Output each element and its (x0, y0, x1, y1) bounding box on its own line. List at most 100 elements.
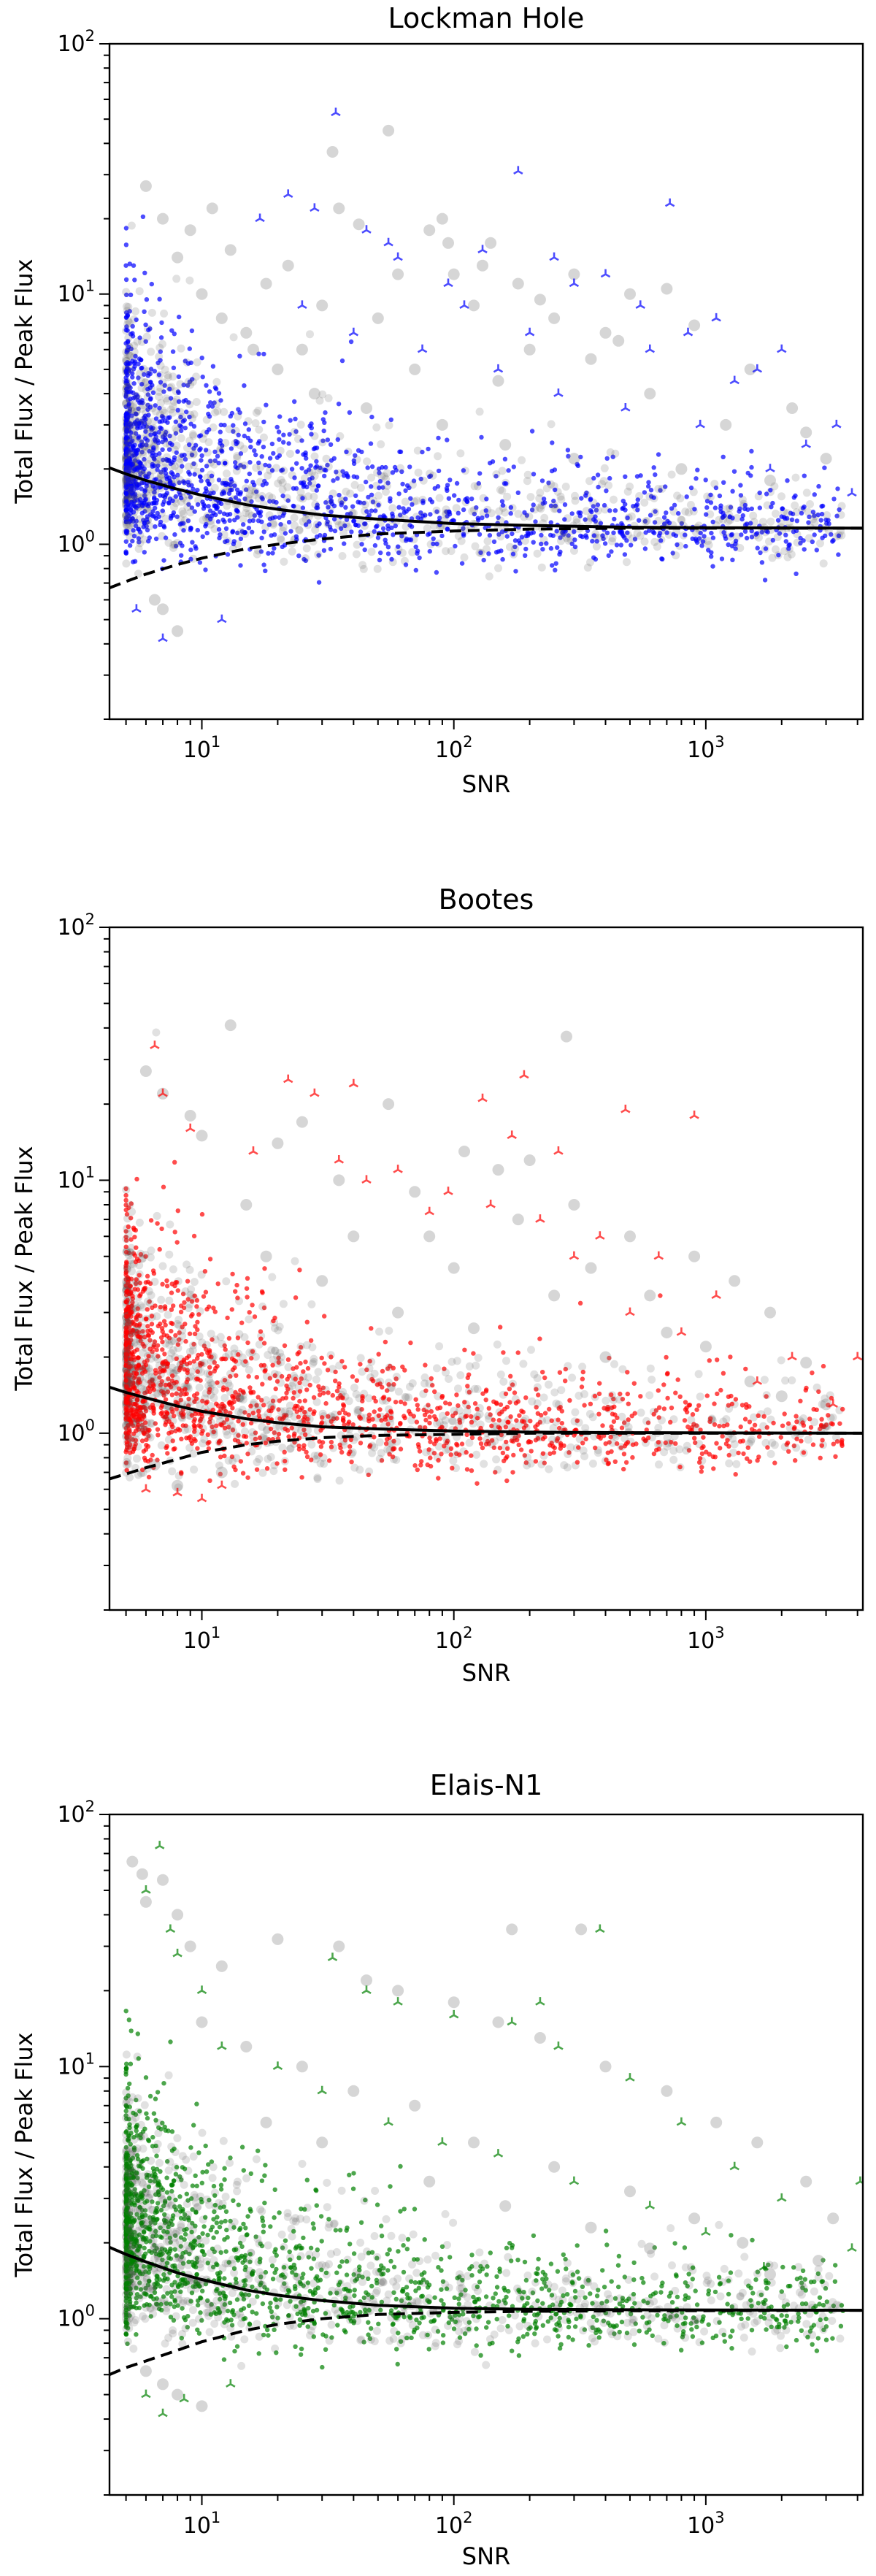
dense-point (764, 491, 769, 497)
dense-point (234, 1408, 243, 1417)
dense-point (170, 1321, 175, 1327)
dense-point (176, 390, 181, 395)
dense-point (218, 510, 223, 515)
dense-point (707, 1452, 712, 1457)
scatter-point (372, 312, 384, 324)
dense-point (177, 497, 185, 506)
dense-point (162, 439, 170, 448)
dense-point (366, 1472, 371, 1478)
scatter-point (361, 402, 372, 414)
dense-point (496, 1371, 505, 1379)
dense-point (135, 398, 141, 403)
dense-point (301, 452, 306, 457)
dense-point (777, 492, 785, 501)
dense-point (278, 522, 283, 527)
dense-point (583, 517, 588, 522)
dense-point (159, 320, 164, 326)
dense-point (207, 1365, 212, 1370)
dense-point (193, 358, 201, 367)
dense-point (308, 463, 313, 468)
dense-point (420, 449, 425, 455)
dense-point (123, 491, 128, 496)
dense-point (369, 484, 374, 489)
dense-point (259, 519, 264, 524)
dense-point (419, 1389, 428, 1398)
dense-point (182, 497, 191, 505)
dense-point (677, 1464, 683, 1470)
dense-point (276, 429, 282, 434)
dense-point (500, 556, 505, 562)
dense-point (311, 500, 320, 509)
dense-point (723, 517, 732, 526)
dense-point (459, 561, 465, 566)
dense-point (168, 1363, 177, 1372)
dense-point (212, 503, 218, 508)
dense-point (293, 1376, 298, 1381)
dense-point (125, 482, 131, 487)
dense-point (317, 521, 322, 526)
dense-point (169, 1290, 174, 1295)
dense-point (468, 507, 477, 515)
dense-point (182, 426, 188, 431)
dense-point (285, 1444, 294, 1453)
dense-point (199, 1417, 204, 1422)
dense-point (486, 1406, 491, 1411)
dense-point (242, 497, 247, 502)
dense-point (454, 1392, 459, 1398)
dense-point (231, 423, 236, 428)
scatter-point (675, 463, 688, 475)
dense-point (125, 328, 130, 333)
dense-point (181, 1305, 187, 1311)
dense-point (768, 553, 777, 562)
dense-point (183, 1338, 188, 1344)
dense-point (428, 1455, 433, 1460)
dense-point (211, 490, 216, 496)
scatter-point (569, 278, 580, 288)
dense-point (445, 488, 450, 493)
dense-point (173, 1319, 182, 1328)
dense-point (129, 1303, 134, 1308)
dense-point (733, 1472, 738, 1477)
dense-point (130, 331, 135, 336)
dense-point (387, 1452, 392, 1457)
dense-point (140, 1329, 145, 1334)
dense-point (609, 549, 614, 554)
dense-point (269, 521, 277, 529)
scatter-point (240, 326, 253, 339)
scatter-point (624, 288, 636, 300)
dense-point (469, 1435, 475, 1441)
dense-point (171, 1446, 177, 1452)
dense-point (409, 524, 415, 529)
dense-point (578, 454, 583, 460)
dense-point (370, 1369, 379, 1378)
dense-point (455, 1406, 464, 1415)
dense-point (763, 546, 769, 551)
dense-point (153, 1211, 161, 1220)
dense-point (407, 1408, 412, 1414)
dense-point (123, 529, 128, 534)
scatter-point (296, 343, 308, 356)
dense-point (780, 1443, 789, 1452)
dense-point (156, 383, 164, 392)
dense-point (490, 459, 496, 464)
dense-point (349, 529, 354, 534)
dense-point (210, 1424, 215, 1430)
dense-point (481, 557, 486, 563)
dense-point (185, 383, 191, 388)
dense-point (129, 413, 134, 418)
dense-point (236, 1419, 241, 1424)
dense-point (445, 526, 450, 532)
dense-point (837, 507, 842, 513)
dense-point (176, 399, 182, 405)
dense-point (773, 533, 782, 542)
dense-point (147, 1373, 156, 1381)
dense-point (191, 1341, 196, 1347)
dense-point (162, 383, 167, 388)
dense-point (661, 1406, 667, 1411)
dense-point (781, 1376, 790, 1385)
dense-point (137, 1249, 145, 1258)
scatter-point (308, 388, 320, 400)
dense-point (158, 1382, 164, 1387)
dense-point (185, 1265, 194, 1274)
dense-point (462, 1347, 467, 1353)
